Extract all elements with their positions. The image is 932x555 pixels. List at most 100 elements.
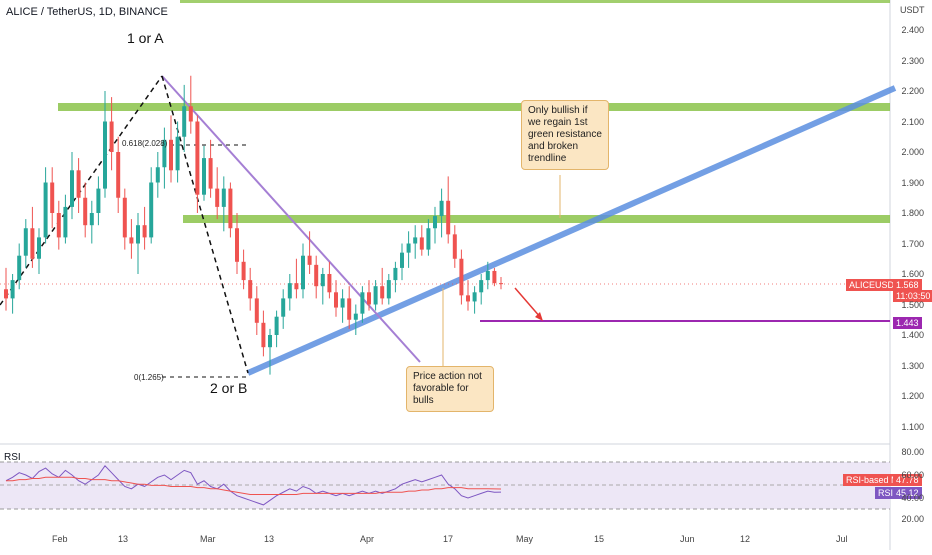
candle-body — [221, 188, 226, 207]
countdown-tag: 11:03:50 — [893, 290, 932, 302]
time-axis-label: 15 — [594, 534, 605, 544]
candle-body — [287, 283, 292, 299]
price-axis-label: 1.300 — [901, 360, 924, 371]
candle-body — [254, 298, 259, 323]
candle-body — [452, 234, 457, 259]
wave-label-a: 1 or A — [127, 30, 164, 46]
candle-body — [17, 255, 22, 281]
candle-body — [294, 283, 299, 290]
candle-body — [320, 274, 325, 287]
price-axis-label: 1.100 — [901, 421, 924, 432]
candle-body — [393, 267, 398, 281]
rsi-axis-label: 40.00 — [901, 493, 924, 503]
rsi-axis-label: 20.00 — [901, 514, 924, 524]
price-axis-label: 1.500 — [901, 299, 924, 310]
candle-body — [116, 152, 121, 198]
candle-body — [188, 106, 193, 122]
candle-body — [136, 225, 140, 244]
price-axis-label: 1.800 — [901, 208, 924, 218]
rsi-axis-label: 80.00 — [901, 447, 924, 457]
rsi-value-tag: 45.12 — [893, 487, 922, 499]
candle-body — [499, 283, 503, 285]
candle-body — [261, 322, 266, 348]
resistance-zone-top — [180, 0, 890, 3]
candle-body — [367, 292, 371, 305]
price-tag: 1.568 — [893, 279, 922, 291]
candle-body — [281, 298, 286, 317]
candle-body — [37, 237, 41, 259]
candle-body — [426, 228, 431, 250]
candle-body — [83, 197, 88, 226]
fib-0-label: 0(1.265) — [134, 373, 164, 382]
price-axis-label: 2.200 — [901, 86, 924, 96]
candle-body — [63, 206, 68, 238]
candle-body — [485, 270, 490, 281]
candle-body — [155, 167, 160, 183]
candle-body — [162, 139, 167, 168]
price-axis-label: 1.900 — [901, 177, 924, 188]
trendline-resistance — [161, 75, 421, 363]
candle-body — [274, 316, 279, 335]
rsi-ma-tag: RSI-based MA — [843, 474, 908, 486]
projection-arrow-line — [514, 287, 542, 319]
time-axis-label: Mar — [200, 534, 216, 544]
candle-body — [10, 280, 15, 299]
time-axis-label: Apr — [360, 534, 375, 544]
candle-body — [89, 213, 94, 226]
fib-618-label: 0.618(2.028) — [122, 139, 168, 148]
candle-body — [56, 213, 61, 238]
candle-body — [30, 228, 35, 259]
candle-body — [459, 258, 464, 296]
rsi-ma-value-tag: 47.78 — [893, 474, 922, 486]
time-axis-label: 13 — [118, 534, 129, 544]
candle-body — [76, 170, 81, 198]
candle-body — [386, 280, 391, 299]
candle-body — [228, 188, 233, 229]
candle-body — [248, 280, 253, 299]
note-bearish[interactable]: Price action not favorable for bulls — [406, 366, 494, 412]
time-axis-label: Feb — [52, 534, 68, 544]
currency-label: USDT — [900, 5, 925, 15]
time-axis-label: Jul — [836, 534, 848, 544]
candle-body — [373, 286, 378, 305]
candle-body — [202, 158, 206, 195]
candle-body — [314, 264, 319, 287]
rsi-ma-line — [6, 476, 502, 496]
candle-body — [340, 298, 345, 308]
target-tag: 1.443 — [893, 317, 922, 329]
candle-body — [43, 182, 48, 238]
candle-body — [4, 289, 8, 299]
wave-label-b: 2 or B — [210, 380, 248, 396]
candle-body — [360, 292, 365, 314]
candle-body — [413, 237, 418, 244]
wave-line-1 — [0, 75, 163, 306]
candle-body — [241, 261, 246, 281]
price-axis-label: 2.300 — [901, 55, 924, 66]
note-bullish[interactable]: Only bullish if we regain 1st green resi… — [521, 100, 609, 170]
price-axis-label: 1.400 — [901, 330, 924, 340]
candle-body — [479, 280, 484, 293]
time-axis-label: 17 — [443, 534, 454, 544]
rsi-title: RSI — [4, 452, 21, 463]
candle-body — [400, 252, 404, 268]
candle-body — [103, 121, 107, 189]
candle-body — [433, 216, 437, 229]
candle-body — [307, 255, 312, 265]
time-axis-label: 13 — [264, 534, 275, 544]
candle-body — [419, 237, 424, 250]
candle-body — [129, 237, 134, 244]
wave-line-2 — [161, 75, 249, 374]
candle-body — [142, 225, 147, 238]
candle-body — [301, 255, 305, 290]
candle-body — [446, 200, 451, 235]
candle-body — [195, 121, 200, 195]
candle-body — [472, 292, 477, 302]
rsi-line — [5, 465, 502, 506]
time-axis-label: May — [516, 534, 534, 544]
price-axis-label: 1.600 — [901, 269, 924, 279]
candle-body — [149, 182, 154, 238]
rsi-tag: RSI — [875, 487, 897, 499]
candle-body — [347, 298, 352, 320]
